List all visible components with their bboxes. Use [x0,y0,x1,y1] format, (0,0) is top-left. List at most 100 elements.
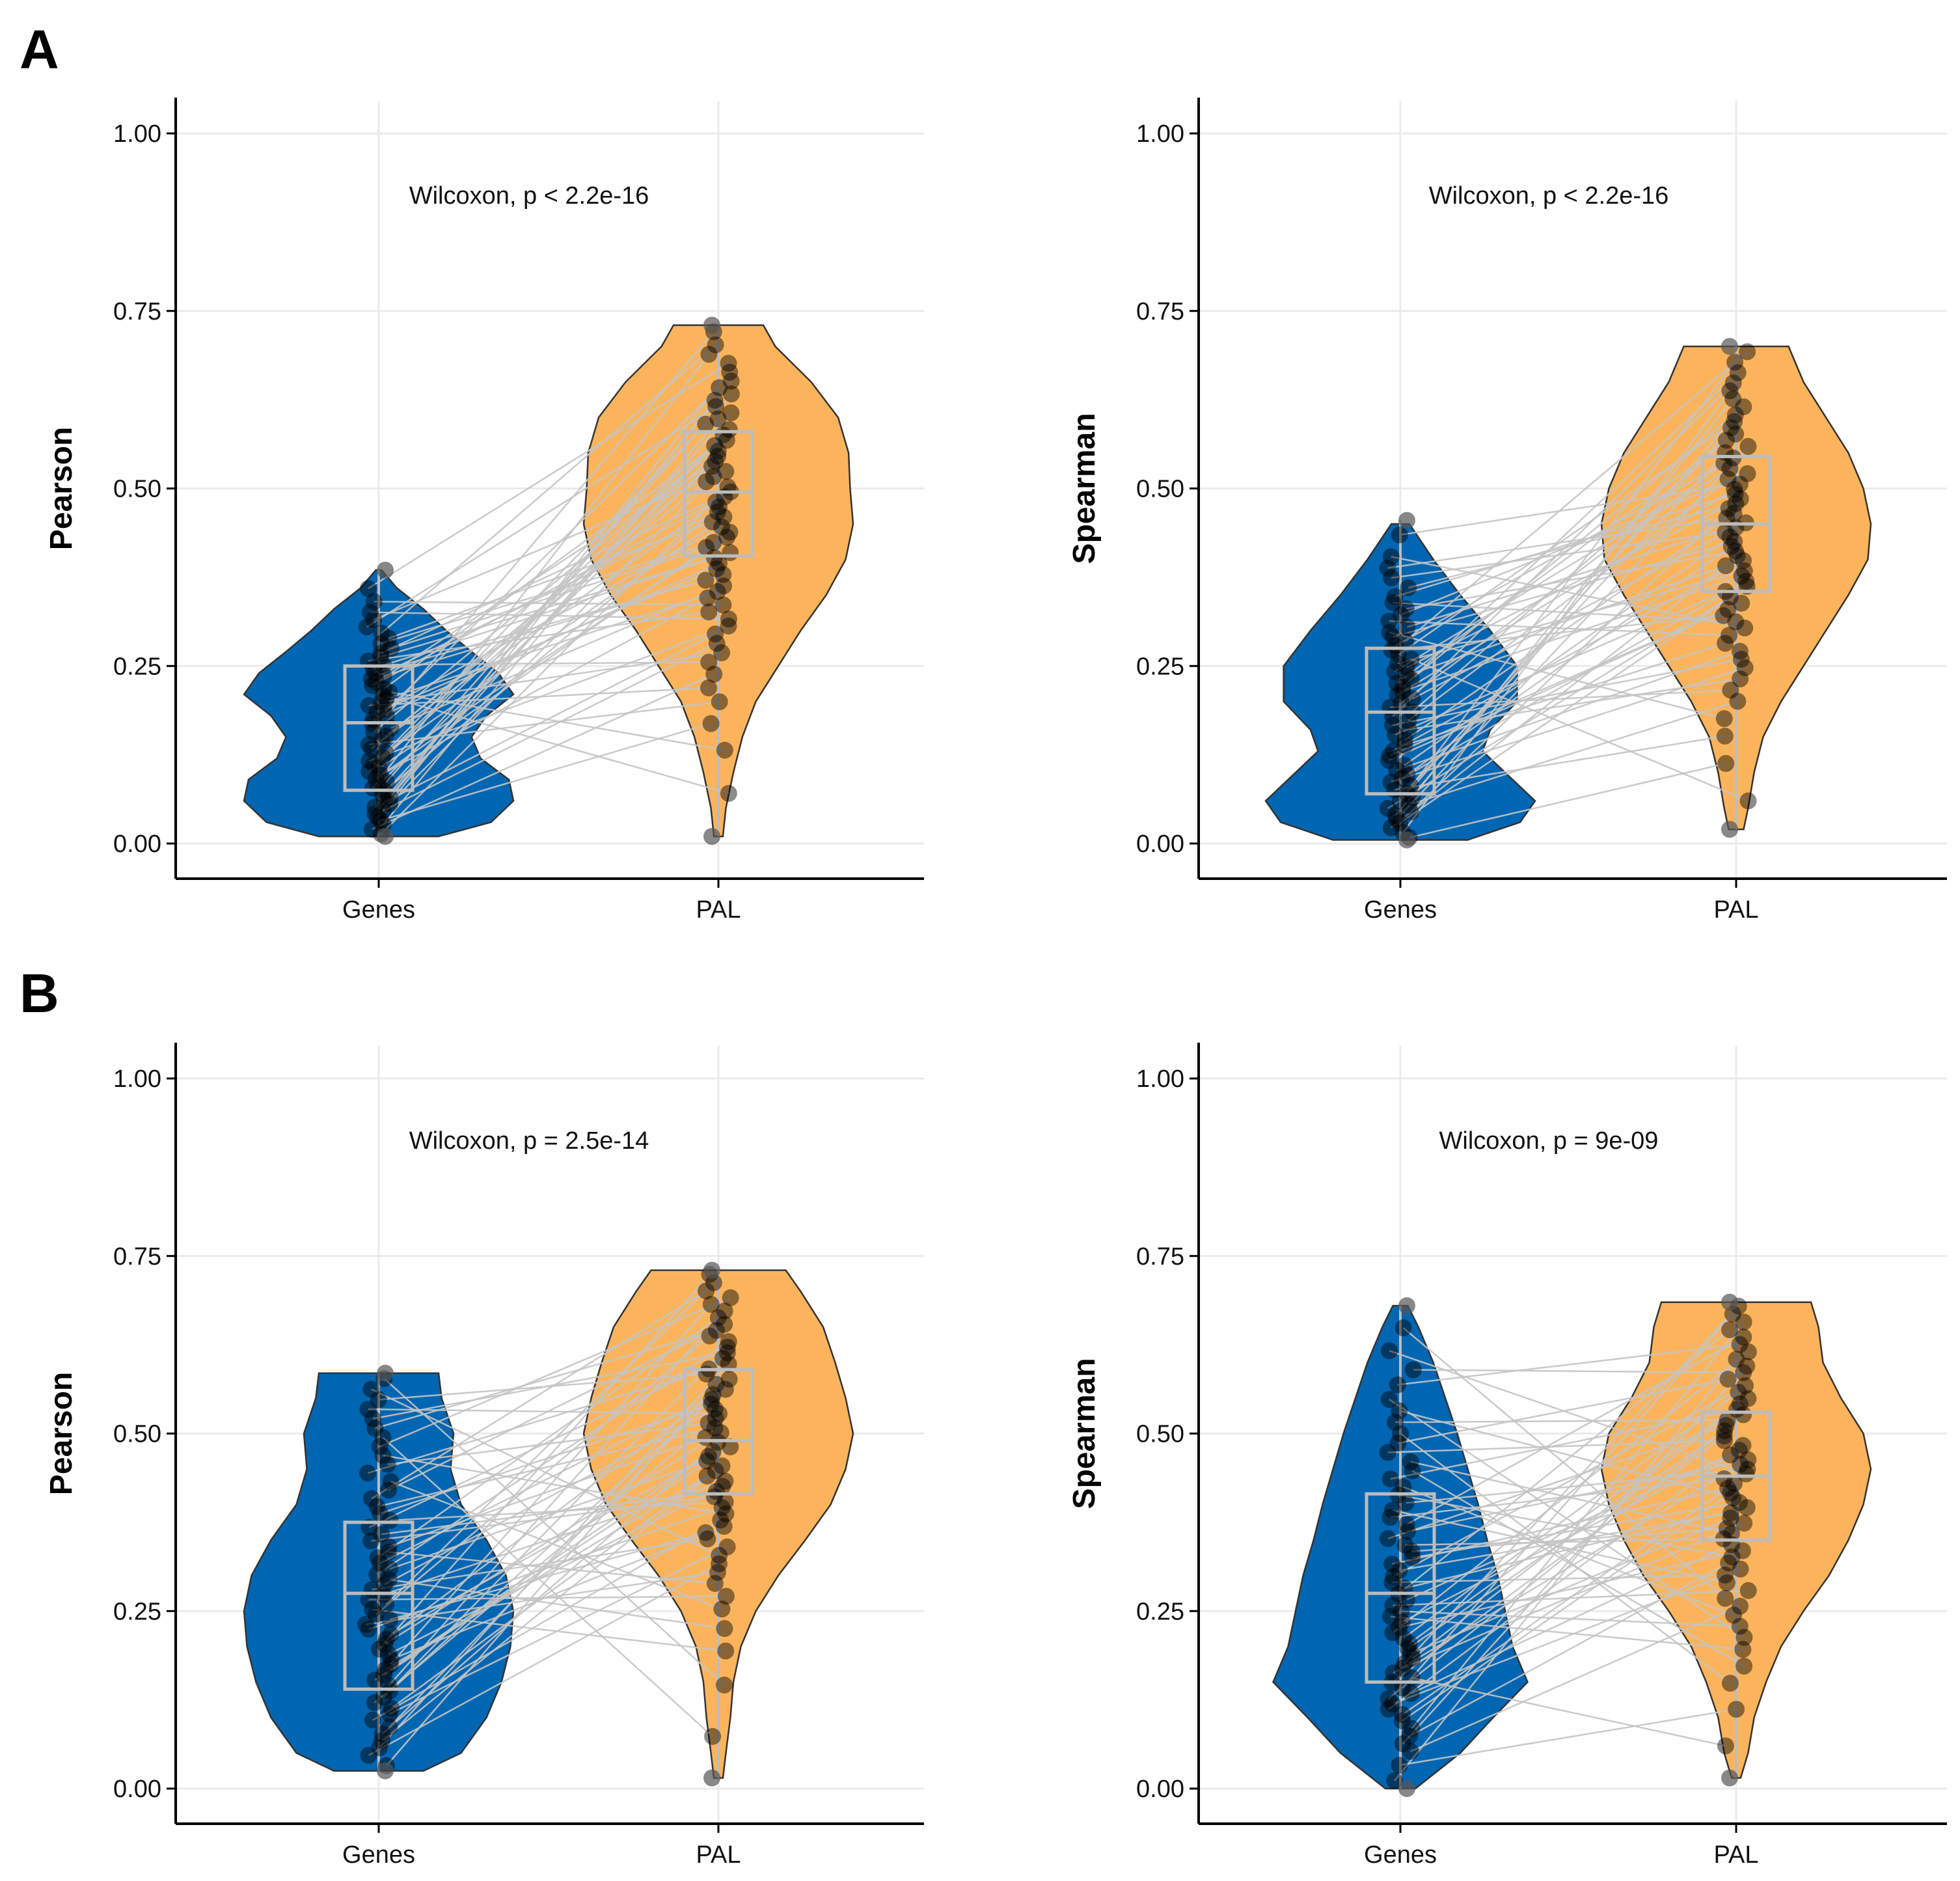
point-pal [704,1727,722,1745]
point-genes [381,1611,398,1628]
point-pal [1721,1321,1739,1339]
pair-line [1411,658,1749,802]
point-genes-extreme [377,828,394,845]
point-genes [375,667,392,685]
point-genes [375,680,393,698]
point-genes [360,735,377,753]
point-pal [709,1563,726,1581]
pair-line [372,1519,721,1721]
point-genes [1396,737,1413,754]
point-pal [718,529,736,546]
pair-line [389,691,726,751]
point-genes [1379,799,1396,817]
point-pal [715,1676,733,1694]
pair-line [381,344,716,634]
pair-line [383,380,732,801]
point-pal [1739,1343,1757,1361]
pair-line [1399,1410,1734,1499]
pair-line [1393,1384,1746,1578]
pair-lines [365,1274,731,1766]
point-genes [375,1688,392,1706]
pair-line [368,1408,720,1415]
point-genes [1389,1435,1407,1452]
point-genes [381,1682,398,1700]
point-pal [1721,460,1739,477]
point-genes [1404,1549,1421,1567]
point-genes [1383,717,1401,734]
point-genes [373,732,390,749]
point-genes [1382,819,1400,836]
pair-line [1406,1454,1731,1600]
point-pal [1734,1641,1752,1658]
point-pal [706,437,724,454]
point-genes [361,763,378,780]
pair-line [1389,620,1730,637]
pair-line [375,531,731,780]
point-genes [1396,1536,1414,1554]
point-pal [715,566,732,583]
point-pal [722,385,740,403]
point-genes [367,770,385,788]
pair-line [1406,498,1741,668]
point-pal [1719,601,1737,618]
pair-line [1394,467,1731,672]
point-pal [1722,419,1739,437]
point-pal [1732,1456,1749,1474]
boxplot-pal [683,430,754,558]
point-pal [707,1483,725,1500]
point-genes [375,802,392,819]
point-pal [1731,1336,1749,1353]
point-genes-extreme [1398,1780,1415,1797]
point-pal [714,1350,731,1367]
pair-line [1390,1477,1724,1518]
point-genes [1403,1645,1421,1662]
pair-line [1400,462,1725,704]
point-pal [705,549,723,566]
point-pal [700,679,717,696]
point-genes [363,740,381,758]
pair-line [1393,1358,1737,1781]
point-genes [1395,1319,1412,1337]
pair-line [1392,1351,1749,1634]
point-genes [364,1410,382,1427]
point-genes-extreme [377,561,394,579]
point-pal [1719,1411,1736,1429]
point-pal [1718,1574,1735,1591]
point-pal [1739,792,1757,810]
wilcoxon-annotation: Wilcoxon, p < 2.2e-16 [1429,182,1669,210]
point-genes [368,674,385,691]
plots: 0.00 0.25 0.50 0.75 1.00 Genes PAL Pearson Wilco… [44,98,1947,1869]
point-genes [1382,773,1400,791]
point-genes [1402,1742,1419,1760]
pair-line [1401,580,1747,779]
point-genes [1400,796,1417,814]
pair-line [378,1274,711,1650]
point-genes [1400,712,1417,730]
point-pal [1722,1509,1739,1527]
point-pal [1727,425,1745,443]
point-pal [715,1518,733,1535]
point-genes [1393,1712,1411,1729]
point-genes [366,805,384,823]
point-genes [366,664,383,681]
point-genes [1391,814,1409,832]
point-genes [1379,559,1396,577]
pair-line [388,521,713,639]
pair-line [1400,473,1748,616]
point-genes [1402,670,1420,688]
point-pal [720,355,737,372]
point-genes [1388,810,1406,828]
point-pal [712,1511,729,1529]
point-genes [1398,666,1415,684]
point-pal [1735,1328,1752,1346]
point-genes [382,1473,400,1490]
pair-line [390,546,707,650]
boxplot-genes [343,664,415,792]
point-genes [364,1711,381,1729]
point-genes [1391,1402,1408,1420]
point-pal [1731,475,1749,493]
axes: 0.00 0.25 0.50 0.75 1.00 Genes PAL [1136,1043,1947,1869]
pair-line [368,625,729,762]
point-pal [1722,538,1740,555]
point-pal [705,534,722,551]
